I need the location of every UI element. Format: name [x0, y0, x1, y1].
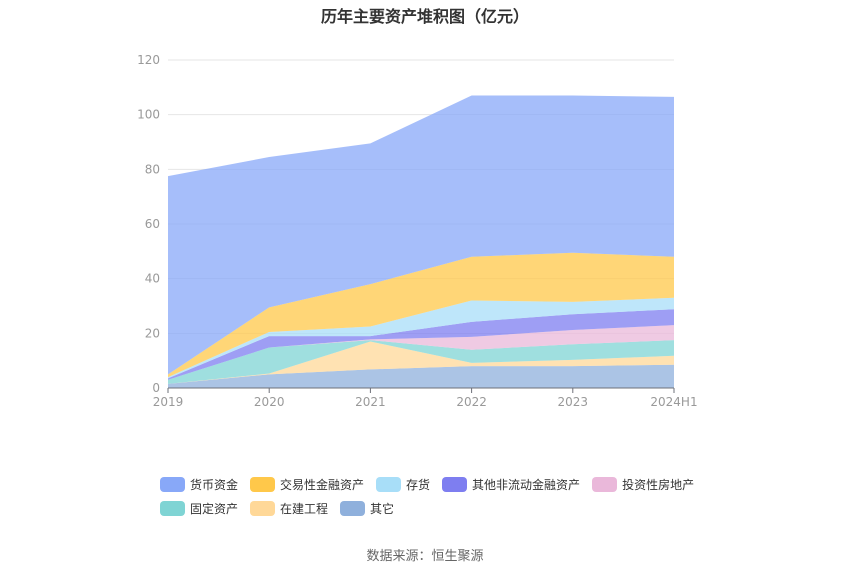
- legend-swatch: [592, 476, 618, 492]
- y-tick-label: 40: [145, 272, 160, 286]
- legend-item[interactable]: 其他非流动金融资产: [442, 476, 580, 493]
- x-tick-label: 2024H1: [650, 395, 697, 409]
- y-tick-label: 20: [145, 326, 160, 340]
- legend-swatch: [160, 500, 185, 516]
- legend-row: 固定资产 在建工程 其它: [160, 496, 720, 520]
- legend: 货币资金 交易性金融资产 存货 其他非流动金融资产 投资性房地产 固定资产 在建工程 其它: [160, 472, 720, 520]
- y-tick-label: 100: [137, 108, 160, 122]
- legend-label: 在建工程: [280, 501, 329, 516]
- area-series: [168, 95, 674, 388]
- legend-row: 货币资金 交易性金融资产 存货 其他非流动金融资产 投资性房地产: [160, 472, 720, 496]
- area-固定资产: [168, 340, 674, 384]
- x-tick-label: 2021: [355, 395, 386, 409]
- area-其它: [168, 364, 674, 388]
- legend-label: 投资性房地产: [622, 477, 695, 492]
- legend-swatch: [442, 476, 468, 492]
- legend-swatch: [340, 500, 366, 516]
- legend-item[interactable]: 其它: [340, 500, 394, 517]
- legend-item[interactable]: 投资性房地产: [592, 476, 694, 493]
- legend-swatch: [250, 476, 276, 492]
- legend-label: 货币资金: [190, 477, 239, 492]
- legend-label: 其他非流动金融资产: [472, 477, 581, 492]
- y-tick-label: 0: [152, 381, 160, 395]
- legend-item[interactable]: 固定资产: [160, 500, 238, 517]
- axes: 0 20 40 60 80 100 120 2019 2020 2021 2022 2023 2024H…: [137, 53, 698, 409]
- area-货币资金: [168, 95, 674, 375]
- legend-item[interactable]: 货币资金: [160, 476, 238, 493]
- x-tick-label: 2022: [456, 395, 487, 409]
- legend-item[interactable]: 在建工程: [250, 500, 328, 517]
- legend-swatch: [160, 476, 185, 492]
- stacked-area-chart: 0 20 40 60 80 100 120 2019 2020 2021 2022 2023 2024H…: [137, 53, 698, 409]
- legend-swatch: [376, 476, 402, 492]
- area-投资性房地产: [168, 325, 674, 380]
- legend-item[interactable]: 存货: [376, 476, 430, 493]
- y-tick-label: 120: [137, 53, 160, 67]
- x-tick-label: 2023: [558, 395, 589, 409]
- data-source: 数据来源：恒生聚源: [366, 549, 484, 564]
- area-其他非流动金融资产: [168, 309, 674, 380]
- legend-label: 其它: [370, 501, 395, 516]
- legend-swatch: [250, 500, 276, 516]
- area-交易性金融资产: [168, 252, 674, 378]
- area-存货: [168, 297, 674, 379]
- chart-title: 历年主要资产堆积图（亿元）: [320, 7, 529, 26]
- legend-label: 存货: [406, 477, 431, 492]
- legend-item[interactable]: 交易性金融资产: [250, 476, 364, 493]
- y-tick-label: 80: [145, 162, 160, 176]
- area-在建工程: [168, 341, 674, 384]
- legend-label: 固定资产: [190, 501, 239, 516]
- y-tick-label: 60: [145, 217, 160, 231]
- x-tick-label: 2019: [153, 395, 184, 409]
- x-tick-label: 2020: [254, 395, 285, 409]
- legend-label: 交易性金融资产: [280, 477, 365, 492]
